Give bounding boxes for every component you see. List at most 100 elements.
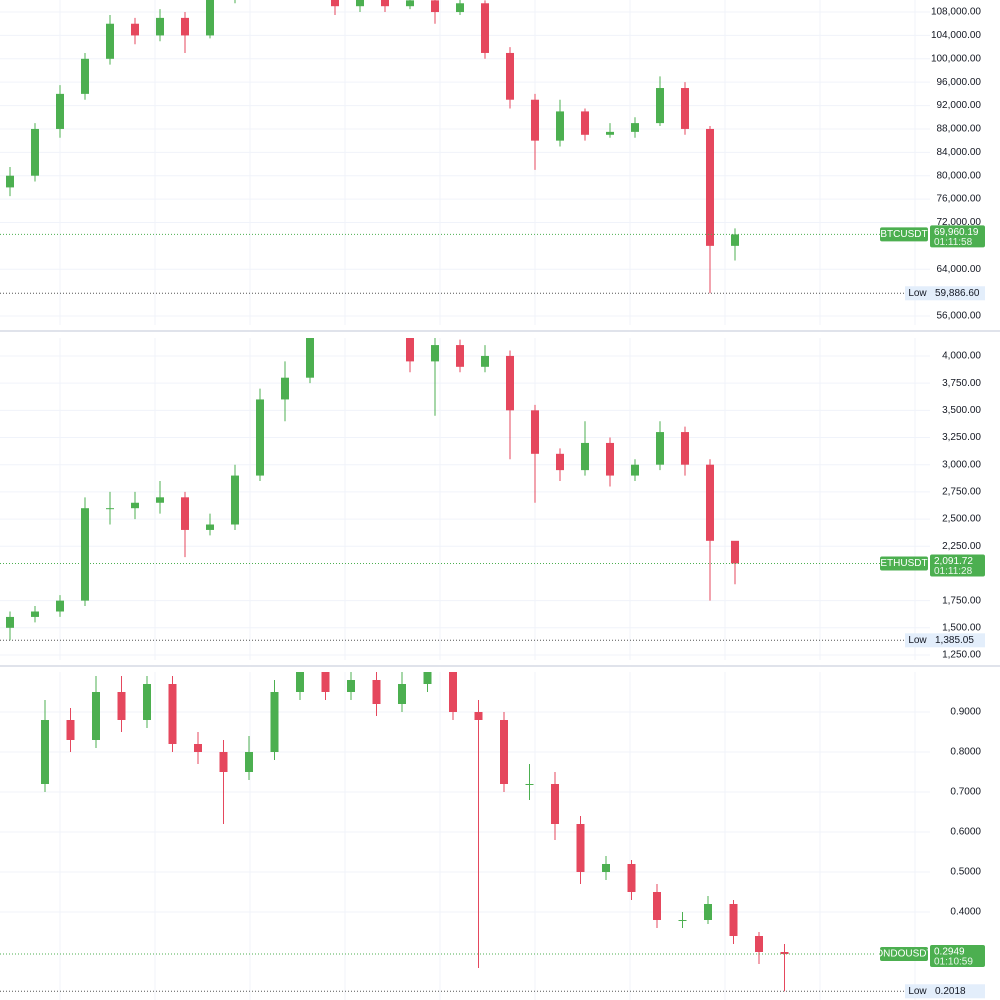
y-tick-label: 100,000.00 <box>931 53 981 64</box>
y-tick-label: 72,000.00 <box>937 217 982 228</box>
candle-body <box>556 111 564 141</box>
low-value-box <box>930 286 985 301</box>
y-tick-label: 64,000.00 <box>937 264 982 275</box>
candle-body <box>131 502 139 509</box>
y-tick-label: 2,500.00 <box>942 514 981 525</box>
low-name: Low <box>908 635 927 646</box>
candle-body <box>347 680 355 692</box>
candle-body <box>729 904 738 936</box>
y-tick-label: 3,500.00 <box>942 405 981 416</box>
y-tick-label: 0.9000 <box>950 707 981 718</box>
y-tick-label: 1,750.00 <box>942 595 981 606</box>
y-tick-label: 2,750.00 <box>942 487 981 498</box>
candle-body <box>406 0 414 7</box>
y-tick-label: 0.8000 <box>950 747 981 758</box>
low-value-box <box>930 633 985 648</box>
y-tick-label: 104,000.00 <box>931 30 981 41</box>
candle-body <box>281 377 289 400</box>
low-name-box <box>905 633 930 648</box>
candle-body <box>381 0 389 7</box>
candle-body <box>117 692 126 720</box>
last-price-label: 69,960.19 <box>934 227 979 238</box>
y-tick-label: 4,000.00 <box>942 351 981 362</box>
low-name-box <box>905 984 930 999</box>
candle-body <box>456 345 464 367</box>
y-tick-label: 3,250.00 <box>942 432 981 443</box>
last-price-label: 2,091.72 <box>934 556 973 567</box>
candle-body <box>531 99 539 141</box>
candle-body <box>525 784 534 785</box>
candle-body <box>474 712 483 720</box>
symbol-box <box>880 556 928 571</box>
candle-body <box>449 672 457 712</box>
candle-body <box>456 3 464 13</box>
candle-body <box>181 497 189 530</box>
candle-body <box>306 338 314 378</box>
candle-body <box>631 123 639 132</box>
candle-body <box>168 684 177 744</box>
candle-body <box>81 58 89 94</box>
candle-body <box>602 864 610 872</box>
chart-panel <box>0 672 930 1000</box>
candle-body <box>6 616 14 628</box>
low-name: Low <box>908 288 927 299</box>
countdown-label: 01:11:28 <box>934 566 973 577</box>
y-tick-label: 56,000.00 <box>937 311 982 322</box>
candle-body <box>156 17 164 36</box>
candle-body <box>656 432 664 465</box>
price-box <box>930 225 985 248</box>
candle-body <box>56 93 64 129</box>
candle-body <box>606 442 614 476</box>
candle-body <box>606 131 614 135</box>
price-box <box>930 554 985 577</box>
candle-body <box>531 410 539 454</box>
candle-body <box>406 338 414 362</box>
chart-panel <box>0 338 930 660</box>
symbol-box <box>880 947 928 962</box>
candle-body <box>106 23 114 59</box>
candle-body <box>256 399 264 476</box>
candle-body <box>506 355 514 411</box>
candle-body <box>41 720 49 784</box>
symbol-label: ONDOUSDT <box>875 949 932 960</box>
candle-body <box>704 904 712 920</box>
candle-body <box>681 432 689 465</box>
candle-body <box>296 672 304 692</box>
y-tick-label: 0.6000 <box>950 827 981 838</box>
low-name: Low <box>908 986 927 997</box>
candle-body <box>245 752 253 772</box>
candle-body <box>372 680 381 704</box>
candle-body <box>731 234 739 246</box>
candle-body <box>506 52 514 100</box>
countdown-label: 01:10:59 <box>934 957 973 968</box>
y-tick-label: 3,000.00 <box>942 459 981 470</box>
candle-body <box>581 442 589 471</box>
candle-body <box>656 88 664 124</box>
candle-body <box>156 497 164 503</box>
candle-body <box>551 784 559 824</box>
y-tick-label: 80,000.00 <box>937 170 982 181</box>
candle-body <box>481 355 489 367</box>
candle-body <box>206 524 214 530</box>
candle-body <box>706 128 714 246</box>
candle-body <box>631 464 639 476</box>
chart-panel <box>0 0 930 325</box>
candle-body <box>194 744 202 752</box>
candle-body <box>398 684 406 704</box>
candle-body <box>678 920 687 921</box>
candle-body <box>92 692 100 740</box>
candle-body <box>481 3 489 53</box>
candle-body <box>181 17 189 36</box>
candle-body <box>6 175 14 188</box>
symbol-box <box>880 227 928 242</box>
y-tick-label: 1,250.00 <box>942 650 981 661</box>
y-tick-label: 1,500.00 <box>942 622 981 633</box>
price-box <box>930 945 985 968</box>
candle-body <box>423 672 432 684</box>
candle-body <box>66 720 75 740</box>
symbol-label: ETHUSDT <box>880 558 927 569</box>
candle-body <box>780 952 789 955</box>
candle-body <box>219 752 228 772</box>
y-tick-label: 96,000.00 <box>937 77 982 88</box>
